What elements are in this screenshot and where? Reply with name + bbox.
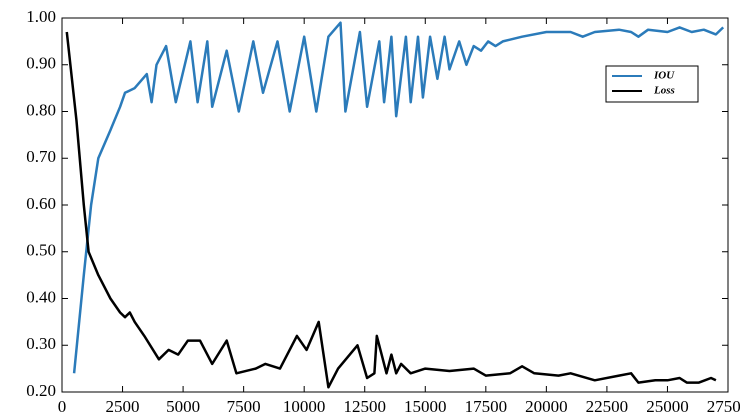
x-tick-label: 0 [58, 397, 67, 416]
line-series [72, 21, 725, 374]
y-tick-label: 0.40 [26, 287, 56, 306]
y-tick-label: 0.60 [26, 194, 56, 213]
x-tick-label: 27500 [707, 397, 740, 416]
x-tick-label: 15000 [404, 397, 447, 416]
y-tick-label: 0.80 [26, 100, 56, 119]
y-tick-label: 0.20 [26, 381, 56, 400]
legend-label: IOU [653, 70, 675, 82]
x-tick-label: 17500 [465, 397, 508, 416]
x-tick-label: 12500 [343, 397, 386, 416]
x-tick-label: 10000 [283, 397, 326, 416]
y-tick-label: 0.30 [26, 334, 56, 353]
y-tick-label: 0.50 [26, 241, 56, 260]
line-series [65, 31, 717, 389]
x-tick-label: 20000 [525, 397, 568, 416]
x-tick-label: 5000 [166, 397, 200, 416]
x-tick-label: 2500 [106, 397, 140, 416]
legend-box [605, 65, 699, 103]
y-tick-label: 1.00 [26, 7, 56, 26]
y-tick-label: 0.70 [26, 147, 56, 166]
legend-label: Loss [653, 85, 675, 97]
x-tick-label: 7500 [227, 397, 261, 416]
y-tick-label: 0.90 [26, 54, 56, 73]
x-tick-label: 22500 [586, 397, 629, 416]
legend: IOU Loss [605, 65, 699, 103]
x-tick-label: 25000 [646, 397, 689, 416]
